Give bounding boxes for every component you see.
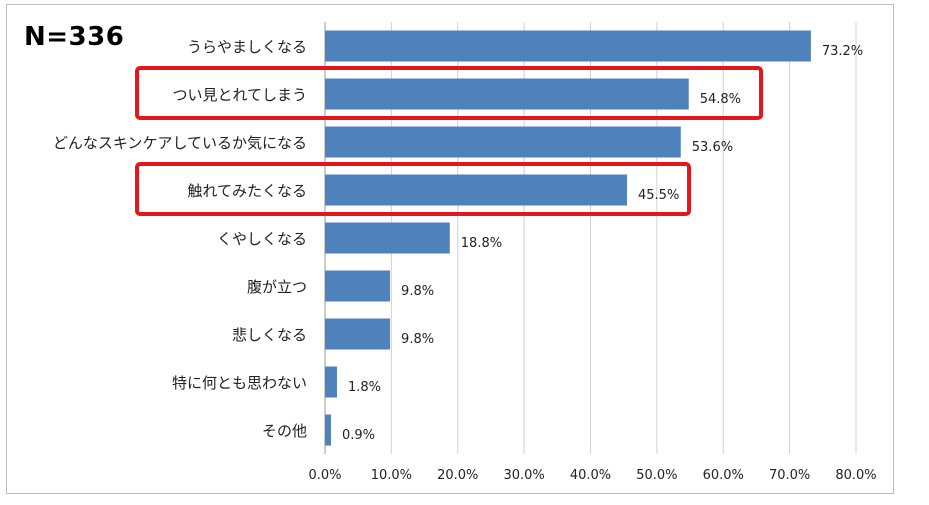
- category-label: くやしくなる: [217, 230, 307, 248]
- bar: [325, 174, 628, 206]
- value-label: 54.8%: [700, 92, 741, 107]
- category-label: 触れてみたくなる: [187, 182, 307, 200]
- sample-size-label: N=336: [24, 22, 125, 52]
- bar: [325, 318, 391, 350]
- highlight-boxes: [135, 66, 763, 216]
- bar: [325, 414, 331, 446]
- bar: [325, 222, 450, 254]
- x-tick-label: 70.0%: [769, 468, 810, 483]
- x-tick-label: 30.0%: [503, 468, 544, 483]
- value-label: 45.5%: [638, 188, 679, 203]
- x-tick-label: 0.0%: [308, 468, 341, 483]
- x-tick-label: 80.0%: [835, 468, 876, 483]
- category-label: うらやましくなる: [187, 38, 307, 56]
- bar: [325, 126, 681, 158]
- x-tick-label: 10.0%: [371, 468, 412, 483]
- category-label: 腹が立つ: [247, 278, 307, 296]
- x-tick-label: 20.0%: [437, 468, 478, 483]
- value-label: 9.8%: [401, 332, 434, 347]
- category-label: その他: [262, 422, 307, 440]
- bar: [325, 366, 337, 398]
- value-label: 18.8%: [461, 236, 502, 251]
- bar: [325, 30, 811, 62]
- bars: [325, 30, 811, 446]
- category-label: つい見とれてしまう: [172, 86, 307, 104]
- value-label: 0.9%: [342, 428, 375, 443]
- highlight-box: [135, 162, 691, 216]
- category-label: どんなスキンケアしているか気になる: [53, 134, 307, 152]
- x-tick-label: 60.0%: [703, 468, 744, 483]
- value-label: 1.8%: [348, 380, 381, 395]
- x-tick-label: 50.0%: [636, 468, 677, 483]
- x-tick-label: 40.0%: [570, 468, 611, 483]
- bar: [325, 78, 689, 110]
- labels: 0.0% 10.0% 20.0% 30.0% 40.0% 50.0% 60.0% 70.0% 8…: [53, 38, 877, 483]
- category-label: 悲しくなる: [232, 326, 307, 344]
- bar: [325, 270, 391, 302]
- value-label: 53.6%: [692, 140, 733, 155]
- category-label: 特に何とも思わない: [172, 374, 307, 392]
- value-label: 73.2%: [822, 44, 863, 59]
- value-label: 9.8%: [401, 284, 434, 299]
- highlight-box: [135, 66, 763, 120]
